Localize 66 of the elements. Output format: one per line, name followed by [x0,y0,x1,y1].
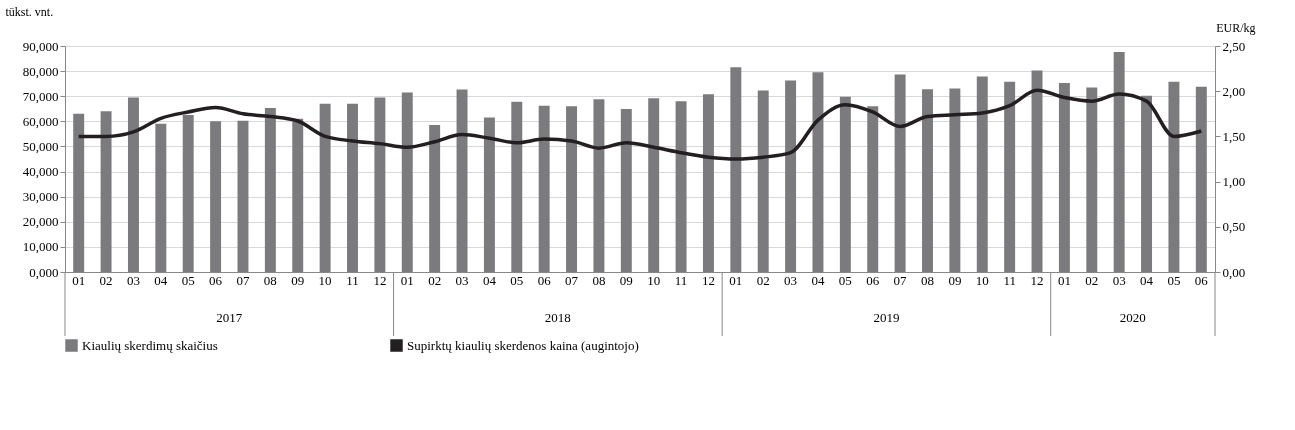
y2-tick-label: 1,00 [1222,174,1246,190]
x-tick-label: 03 [784,272,798,288]
y-tick-label: 30,000 [22,189,59,205]
y-tick-label: 10,000 [22,239,59,255]
text: 2020 [1119,310,1146,325]
y-axis-title: tūkst. vnt. [5,4,54,19]
x-tick-label: 07 [236,272,250,288]
text: 2019 [873,310,900,325]
y-tick-label: 50,000 [22,138,59,154]
text: 2018 [544,310,571,325]
y-tick-label: 20,000 [22,214,59,230]
legend-label: Supirktų kiaulių skerdenos kaina (augintojo) [407,337,639,353]
x-tick-label: 03 [1112,272,1126,288]
x-tick-label: 04 [1140,272,1154,288]
x-tick-label: 11 [1003,272,1016,288]
x-tick-label: 01 [400,272,414,288]
y2-tick-label: 1,50 [1222,128,1246,144]
x-tick-label: 06 [866,272,880,288]
x-tick-label: 06 [537,272,552,288]
y-tick-label: 90,000 [22,38,59,54]
x-tick-label: 09 [948,272,962,288]
x-tick-label: 06 [209,272,223,288]
x-tick-label: 02 [756,272,770,288]
x-tick-label: 04 [154,272,168,288]
y-tick-label: 80,000 [22,63,59,79]
x-tick-label: 06 [1194,272,1209,288]
legend-label: Kiaulių skerdimų skaičius [82,337,218,353]
x-tick-label: 04 [482,272,497,288]
x-tick-label: 11 [346,272,359,288]
x-tick-label: 05 [181,272,195,288]
y2-tick-label: 0,00 [1222,264,1246,280]
y2-tick-label: 2,00 [1222,83,1246,99]
x-tick-label: 09 [619,272,633,288]
x-tick-label: 01 [1057,272,1071,288]
x-tick-label: 01 [72,272,86,288]
y-tick-label: 60,000 [22,113,59,129]
y2-tick-label: 2,50 [1222,38,1246,54]
x-tick-label: 01 [729,272,743,288]
x-tick-label: 08 [263,272,277,288]
y-tick-label: 40,000 [22,164,59,180]
x-tick-label: 12 [701,272,715,288]
y-tick-label: 70,000 [22,88,59,104]
x-tick-label: 08 [921,272,934,288]
x-tick-label: 02 [428,272,442,288]
y2-tick-label: 0,50 [1222,219,1246,235]
x-tick-label: 07 [893,272,908,288]
x-tick-label: 04 [811,272,825,288]
x-tick-label: 03 [455,272,469,288]
text: 2017 [216,310,243,325]
x-tick-label: 10 [318,272,332,288]
x-tick-label: 05 [1167,272,1181,288]
x-tick-label: 10 [647,272,661,288]
x-tick-label: 05 [838,272,852,288]
x-tick-label: 07 [565,272,579,288]
x-tick-label: 03 [126,272,140,288]
x-tick-label: 11 [674,272,688,288]
x-tick-label: 12 [373,272,387,288]
x-tick-label: 12 [1030,272,1044,288]
x-tick-label: 05 [510,272,524,288]
x-tick-label: 10 [975,272,989,288]
x-tick-label: 09 [291,272,305,288]
x-tick-label: 02 [1085,272,1099,288]
x-tick-label: 08 [592,272,606,288]
x-tick-label: 02 [99,272,113,288]
y2-axis-title: EUR/kg [1216,20,1256,35]
y-tick-label: 0,000 [29,264,59,280]
